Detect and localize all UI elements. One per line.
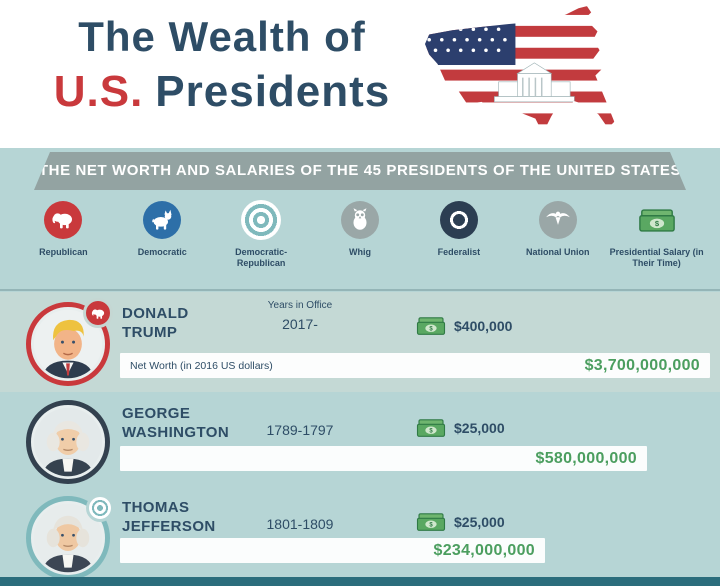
years-in-office-label: Years in Office (267, 300, 333, 311)
donkey-icon (143, 201, 182, 239)
title-us: U.S. (53, 67, 144, 116)
money-icon (416, 512, 446, 532)
legend-item-presidential-salary: Presidential Salary (in Their Time) (607, 198, 706, 288)
avatar-donald-trump (26, 298, 113, 386)
salary-group: $25,000 (416, 418, 505, 438)
us-flag-map (424, 6, 615, 134)
net-worth-bar: $234,000,000 (120, 538, 545, 563)
salary-group: $25,000 (416, 512, 505, 532)
header: The Wealth of U.S. Presidents (0, 0, 720, 148)
bottom-strip (0, 577, 720, 586)
flag-canton (424, 6, 516, 66)
president-row-jefferson: THOMAS JEFFERSON 1801-1809 $25,000 $234,… (0, 488, 720, 580)
years-value: 1789-1797 (266, 422, 334, 438)
white-house-icon (494, 62, 575, 103)
eagle-icon (538, 201, 577, 239)
party-legend: Republican Democratic Democratic-Republi… (0, 198, 720, 288)
legend-label: Whig (349, 247, 371, 257)
money-icon (416, 316, 446, 336)
owl-icon (341, 201, 379, 239)
subtitle-ribbon: THE NET WORTH AND SALARIES OF THE 45 PRE… (34, 152, 686, 190)
legend-item-republican: Republican (14, 198, 113, 288)
legend-item-democratic: Democratic (113, 198, 212, 288)
title-line1: The Wealth of (78, 13, 366, 60)
years-value: 2017- (282, 316, 318, 332)
salary-value: $25,000 (454, 420, 505, 436)
net-worth-value: $234,000,000 (433, 541, 535, 559)
avatar-george-washington (26, 400, 110, 484)
target-icon (439, 201, 478, 239)
title-line2: U.S. Presidents (12, 64, 432, 120)
salary-value: $25,000 (454, 514, 505, 530)
money-icon (416, 418, 446, 438)
legend-label: Republican (39, 247, 88, 257)
legend-label: Federalist (437, 247, 481, 257)
salary-group: $400,000 (416, 316, 512, 336)
subtitle-text: THE NET WORTH AND SALARIES OF THE 45 PRE… (38, 162, 682, 179)
net-worth-label: Net Worth (in 2016 US dollars) (130, 359, 273, 372)
president-name: THOMAS JEFFERSON (122, 499, 216, 535)
concentric-ring-icon (241, 200, 282, 240)
president-row-trump: DONALD TRUMP Years in Office 2017- $400,… (0, 292, 720, 392)
elephant-icon (44, 201, 83, 239)
net-worth-value: $580,000,000 (535, 449, 637, 467)
legend-label: National Union (525, 247, 590, 257)
net-worth-value: $3,700,000,000 (584, 356, 700, 374)
legend-item-national-union: National Union (508, 198, 607, 288)
republican-badge-elephant-icon (83, 298, 113, 328)
title-presidents: Presidents (155, 67, 391, 116)
legend-label: Democratic-Republican (235, 247, 288, 268)
avatar-thomas-jefferson (26, 494, 114, 580)
salary-value: $400,000 (454, 318, 513, 334)
legend-item-whig: Whig (311, 198, 410, 288)
president-name: GEORGE WASHINGTON (122, 405, 230, 441)
legend-label: Presidential Salary (in Their Time) (609, 247, 704, 268)
legend-separator (0, 289, 720, 291)
net-worth-bar: $580,000,000 (120, 446, 647, 471)
legend-item-federalist: Federalist (409, 198, 508, 288)
page-title: The Wealth of U.S. Presidents (12, 10, 432, 120)
democratic-republican-badge-icon (86, 494, 114, 522)
legend-label: Democratic (137, 247, 187, 257)
president-name: DONALD TRUMP (122, 305, 189, 341)
president-row-washington: GEORGE WASHINGTON 1789-1797 $25,000 $580… (0, 392, 720, 488)
money-icon (638, 208, 676, 233)
legend-item-democratic-republican: Democratic-Republican (212, 198, 311, 288)
years-value: 1801-1809 (266, 516, 334, 532)
net-worth-bar: Net Worth (in 2016 US dollars) $3,700,00… (120, 353, 710, 378)
